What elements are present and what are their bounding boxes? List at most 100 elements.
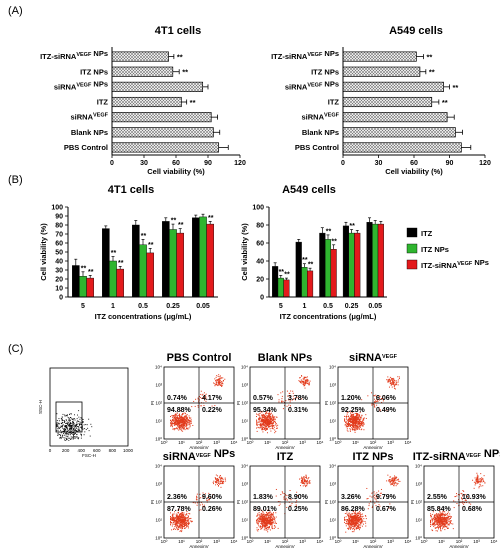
event-dot <box>186 526 188 528</box>
event-dot <box>479 480 481 482</box>
event-dot <box>481 477 483 479</box>
event-dot <box>60 418 62 420</box>
event-dot <box>449 518 451 520</box>
event-dot <box>438 523 440 525</box>
event-dot <box>355 422 357 424</box>
event-dot <box>199 493 201 495</box>
event-dot <box>438 514 440 516</box>
y-tick-label: 10⁰ <box>329 536 336 541</box>
event-dot <box>374 400 376 402</box>
event-dot <box>304 379 306 381</box>
event-dot <box>476 482 478 484</box>
event-dot <box>349 426 351 428</box>
event-dot <box>275 512 277 514</box>
event-dot <box>170 423 171 425</box>
event-dot <box>173 518 175 520</box>
event-dot <box>64 433 66 435</box>
event-dot <box>439 515 441 517</box>
category-label: siRNAVEGF <box>302 113 340 122</box>
legend-label: ITZ <box>421 229 433 238</box>
event-dot <box>348 513 350 515</box>
event-dot <box>258 417 260 419</box>
event-dot <box>465 499 467 501</box>
event-dot <box>389 382 391 384</box>
event-dot <box>185 418 187 420</box>
event-dot <box>438 513 440 515</box>
event-dot <box>462 502 464 504</box>
event-dot <box>354 415 356 417</box>
event-dot <box>171 422 173 424</box>
event-dot <box>373 395 375 397</box>
event-dot <box>441 524 443 526</box>
y-tick-label: 10⁴ <box>415 464 422 469</box>
event-dot <box>357 516 359 518</box>
event-dot <box>352 523 354 525</box>
event-dot <box>355 420 357 422</box>
event-dot <box>303 378 305 380</box>
event-dot <box>351 420 353 422</box>
event-dot <box>221 478 223 480</box>
event-dot <box>346 511 348 513</box>
event-dot <box>432 523 434 525</box>
event-dot <box>352 413 354 415</box>
y-tick-label: 60 <box>55 241 63 248</box>
event-dot <box>437 520 439 522</box>
significance-label: ** <box>453 83 459 92</box>
event-dot <box>302 478 304 480</box>
event-dot <box>449 520 451 522</box>
event-dot <box>353 526 355 528</box>
event-dot <box>349 514 351 516</box>
y-tick-label: 10² <box>155 401 162 406</box>
event-dot <box>178 509 180 511</box>
event-dot <box>305 383 307 385</box>
event-dot <box>64 439 65 441</box>
event-dot <box>362 422 364 424</box>
event-dot <box>184 421 186 423</box>
event-dot <box>431 524 433 526</box>
event-dot <box>182 526 184 528</box>
event-dot <box>182 418 184 420</box>
event-dot <box>474 484 476 486</box>
event-dot <box>262 511 264 513</box>
event-dot <box>175 422 177 424</box>
event-dot <box>350 424 352 426</box>
event-dot <box>256 529 258 531</box>
event-dot <box>58 422 60 424</box>
event-dot <box>447 518 449 520</box>
event-dot <box>186 523 188 525</box>
event-dot <box>258 421 260 423</box>
event-dot <box>267 425 269 427</box>
event-dot <box>439 525 441 527</box>
event-dot <box>186 425 188 427</box>
event-dot <box>61 420 63 422</box>
event-dot <box>393 385 395 387</box>
event-dot <box>62 419 64 421</box>
event-dot <box>437 528 439 530</box>
event-dot <box>392 381 394 383</box>
event-dot <box>431 529 433 531</box>
event-dot <box>431 517 433 519</box>
event-dot <box>90 423 92 425</box>
event-dot <box>272 418 274 420</box>
event-dot <box>373 403 375 405</box>
event-dot <box>178 427 180 429</box>
category-label: ITZ-siRNAVEGF NPs <box>40 49 108 61</box>
event-dot <box>389 383 391 385</box>
x-tick-label: 10⁴ <box>231 539 238 544</box>
event-dot <box>175 424 177 426</box>
event-dot <box>266 423 268 425</box>
event-dot <box>360 416 362 418</box>
event-dot <box>184 520 186 522</box>
event-dot <box>174 517 176 519</box>
event-dot <box>475 482 477 484</box>
event-dot <box>177 509 179 511</box>
event-dot <box>215 479 217 481</box>
y-tick-label: 10¹ <box>415 518 422 523</box>
event-dot <box>456 493 458 495</box>
event-dot <box>195 495 197 497</box>
x-tick-label: 10⁰ <box>247 440 254 445</box>
event-dot <box>350 520 352 522</box>
event-dot <box>376 399 378 401</box>
event-dot <box>388 386 390 388</box>
event-dot <box>183 514 185 516</box>
